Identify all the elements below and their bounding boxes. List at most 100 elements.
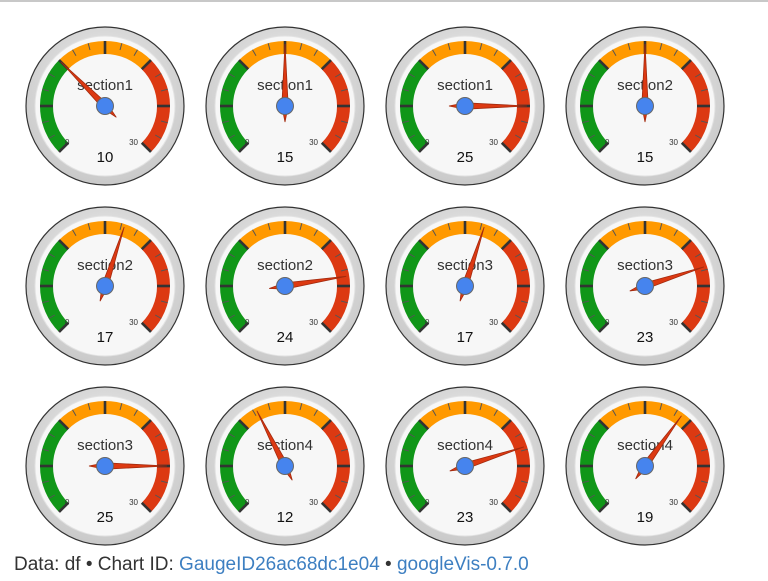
min-label: 0 — [245, 498, 250, 507]
major-tick — [238, 321, 250, 333]
major-tick — [680, 321, 692, 333]
minor-tick — [673, 229, 678, 237]
minor-tick — [48, 494, 56, 499]
minor-tick — [402, 88, 410, 92]
gauge-svg: 0 30 section4 12 — [205, 386, 365, 546]
minor-tick — [408, 433, 416, 438]
minor-tick — [408, 73, 416, 78]
major-tick — [140, 321, 152, 333]
min-label: 0 — [65, 498, 70, 507]
minor-tick — [694, 134, 702, 139]
googlevis-link[interactable]: googleVis-0.7.0 — [396, 554, 529, 575]
minor-tick — [340, 88, 348, 92]
minor-tick — [87, 223, 91, 231]
minor-tick — [520, 480, 528, 484]
minor-tick — [154, 494, 162, 499]
min-label: 0 — [425, 318, 430, 327]
major-tick — [500, 59, 512, 71]
gauge-hub — [276, 277, 294, 295]
minor-tick — [402, 480, 410, 484]
gauge-hub — [276, 97, 294, 115]
minor-tick — [408, 253, 416, 258]
minor-tick — [432, 409, 437, 417]
minor-tick — [408, 314, 416, 319]
minor-tick — [700, 268, 708, 272]
gauge-label: section3 — [77, 437, 133, 454]
min-label: 0 — [605, 498, 610, 507]
minor-tick — [42, 480, 50, 484]
minor-tick — [42, 300, 50, 304]
gauge-label: section4 — [257, 437, 313, 454]
minor-tick — [520, 120, 528, 124]
minor-tick — [228, 433, 236, 438]
minor-tick — [673, 409, 678, 417]
minor-tick — [228, 314, 236, 319]
gauge-svg: 0 30 section4 23 — [385, 386, 545, 546]
minor-tick — [160, 300, 168, 304]
minor-tick — [627, 223, 631, 231]
minor-tick — [514, 494, 522, 499]
gauge-value: 15 — [277, 149, 294, 166]
chart-id-link[interactable]: GaugeID26ac68dc1e04 — [179, 554, 380, 575]
max-label: 30 — [129, 318, 138, 327]
major-tick — [58, 501, 70, 513]
gauge-value: 24 — [277, 329, 294, 346]
minor-tick — [588, 253, 596, 258]
major-tick — [320, 239, 332, 251]
minor-tick — [87, 403, 91, 411]
minor-tick — [313, 409, 318, 417]
major-tick — [680, 239, 692, 251]
major-tick — [500, 239, 512, 251]
minor-tick — [479, 403, 483, 411]
max-label: 30 — [129, 498, 138, 507]
minor-tick — [48, 134, 56, 139]
minor-tick — [447, 223, 451, 231]
minor-tick — [432, 229, 437, 237]
gauge-value: 25 — [97, 509, 114, 526]
minor-tick — [154, 134, 162, 139]
major-tick — [320, 501, 332, 513]
minor-tick — [42, 88, 50, 92]
major-tick — [500, 419, 512, 431]
max-label: 30 — [669, 138, 678, 147]
major-tick — [680, 59, 692, 71]
minor-tick — [514, 73, 522, 78]
minor-tick — [694, 73, 702, 78]
major-tick — [418, 239, 430, 251]
gauge-value: 17 — [97, 329, 114, 346]
max-label: 30 — [489, 318, 498, 327]
minor-tick — [119, 43, 123, 51]
major-tick — [320, 321, 332, 333]
minor-tick — [267, 223, 271, 231]
minor-tick — [588, 433, 596, 438]
minor-tick — [252, 409, 257, 417]
minor-tick — [402, 268, 410, 272]
gauge-value: 17 — [457, 329, 474, 346]
minor-tick — [432, 49, 437, 57]
minor-tick — [694, 433, 702, 438]
minor-tick — [340, 448, 348, 452]
minor-tick — [493, 409, 498, 417]
minor-tick — [267, 43, 271, 51]
minor-tick — [659, 43, 663, 51]
minor-tick — [627, 43, 631, 51]
major-tick — [140, 419, 152, 431]
major-tick — [58, 239, 70, 251]
minor-tick — [588, 73, 596, 78]
gauge: 0 30 section2 24 — [195, 196, 375, 376]
major-tick — [320, 59, 332, 71]
gauge-svg: 0 30 section3 25 — [25, 386, 185, 546]
gauge: 0 30 section1 25 — [375, 16, 555, 196]
minor-tick — [48, 253, 56, 258]
minor-tick — [340, 268, 348, 272]
minor-tick — [154, 314, 162, 319]
minor-tick — [72, 49, 77, 57]
gauge-svg: 030section115 — [205, 26, 365, 186]
max-label: 30 — [309, 318, 318, 327]
minor-tick — [160, 120, 168, 124]
major-tick — [598, 141, 610, 153]
major-tick — [238, 59, 250, 71]
footer-prefix: Data: df • Chart ID: — [14, 554, 180, 575]
major-tick — [140, 141, 152, 153]
